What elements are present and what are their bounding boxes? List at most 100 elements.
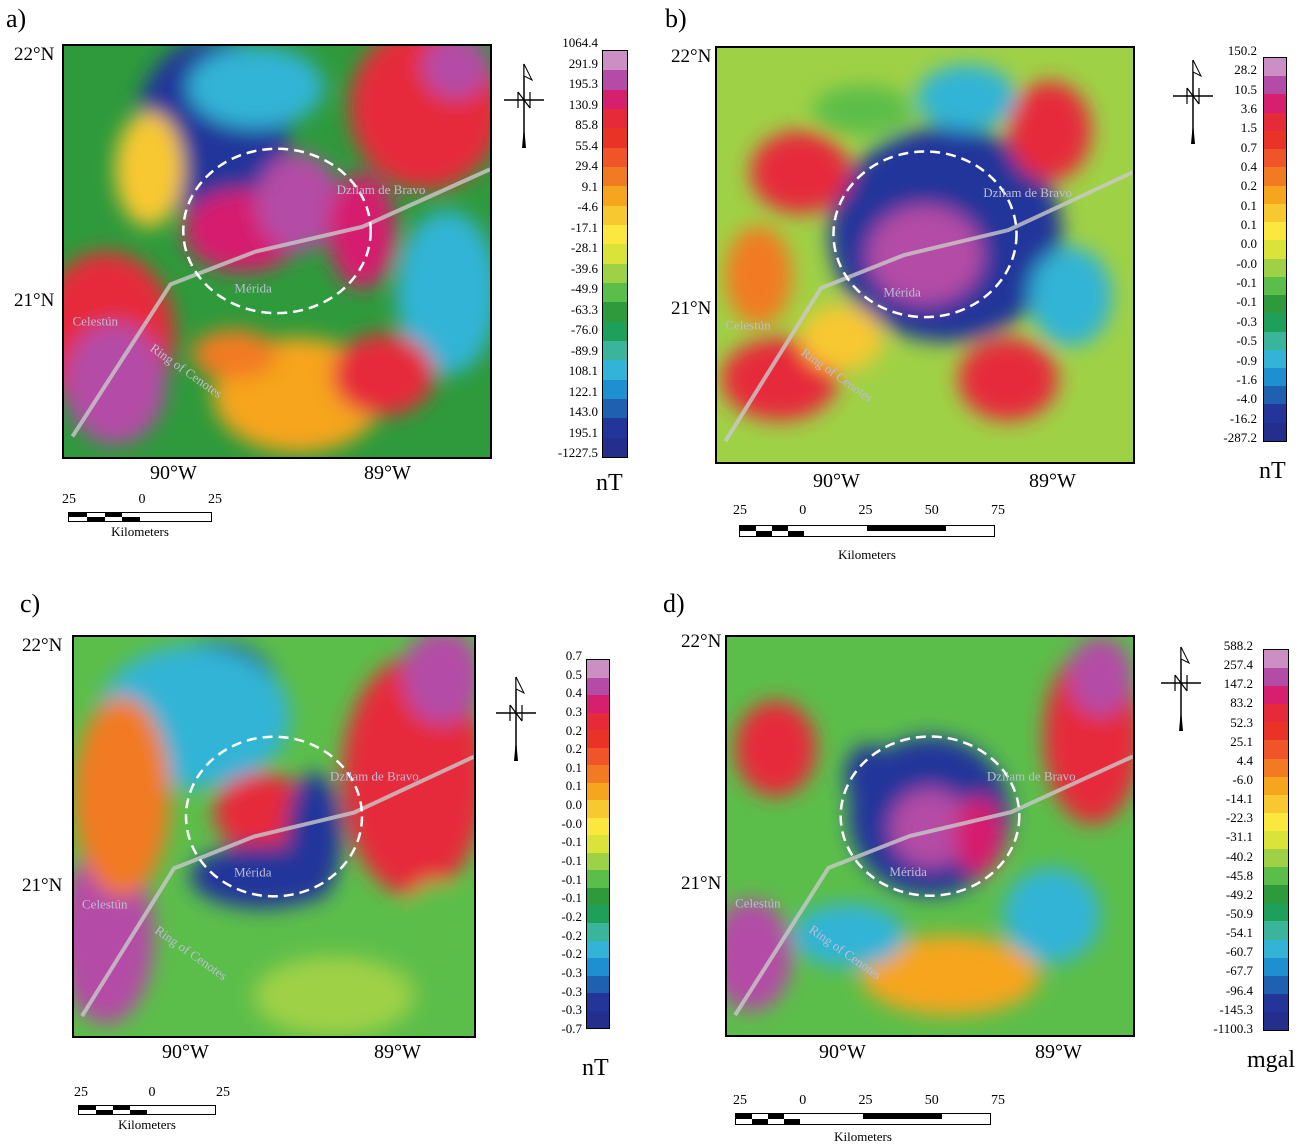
colorbar-swatch xyxy=(1264,404,1286,423)
scale-segment xyxy=(863,1114,943,1119)
colorbar-swatch xyxy=(1264,885,1288,904)
anomaly-region xyxy=(328,173,397,289)
north-arrow-icon xyxy=(1171,52,1215,157)
anomaly-region xyxy=(1068,637,1133,717)
colorbar-swatch xyxy=(587,712,609,731)
colorbar-value: -287.2 xyxy=(1223,429,1257,445)
colorbar xyxy=(586,659,610,1029)
colorbar-value: 1.5 xyxy=(1240,120,1257,136)
colorbar-value: -50.9 xyxy=(1225,905,1253,921)
scale-units: Kilometers xyxy=(834,1129,892,1144)
colorbar-value: 55.4 xyxy=(575,137,598,153)
colorbar-value: 0.1 xyxy=(1240,197,1257,213)
scale-segment xyxy=(104,513,123,517)
lat-label-mid: 21°N xyxy=(681,873,722,894)
road-line xyxy=(80,754,474,1018)
colorbar-swatch xyxy=(1264,349,1286,368)
anomaly-region xyxy=(889,788,971,868)
colorbar-swatch xyxy=(587,765,609,783)
lon-label-left: 90°W xyxy=(813,470,860,492)
unit-label: mgal xyxy=(1247,1047,1295,1073)
colorbar-value: -1100.3 xyxy=(1213,1020,1253,1036)
scale-numbers: 25 0 25 xyxy=(62,492,222,508)
colorbar-value: 0.1 xyxy=(565,759,582,775)
colorbar-value: -39.6 xyxy=(570,260,598,276)
colorbar-value: -16.2 xyxy=(1229,410,1257,426)
panel-b: b) 22°N 21°N Dzilam de Bravo Mérida Celest… xyxy=(653,0,1306,571)
colorbar-value: 130.9 xyxy=(568,96,598,112)
colorbar-swatch xyxy=(603,186,627,206)
colorbar-value: 10.5 xyxy=(1234,81,1257,97)
anomaly-region xyxy=(954,796,1004,876)
colorbar-swatch xyxy=(603,244,627,264)
colorbar-swatch xyxy=(1264,740,1288,759)
anomaly-region xyxy=(844,744,894,809)
scale-segment xyxy=(767,1114,784,1119)
colorbar-value: 0.5 xyxy=(565,666,582,682)
lat-label-top: 22°N xyxy=(22,635,63,656)
scale-segment xyxy=(740,526,756,531)
colorbar-swatch xyxy=(587,993,609,1011)
colorbar-swatch xyxy=(1264,921,1288,940)
colorbar-value: 0.7 xyxy=(1240,139,1257,155)
colorbar-swatch xyxy=(1264,794,1288,813)
place-label: Celestún xyxy=(735,896,781,911)
north-arrow-icon xyxy=(502,56,546,161)
panel-label: d) xyxy=(663,589,685,618)
lon-label-right: 89°W xyxy=(374,1041,421,1063)
colorbar-value: 195.1 xyxy=(568,424,598,440)
colorbar-swatch xyxy=(587,817,609,836)
colorbar-value: -0.2 xyxy=(561,946,582,962)
scale-segment xyxy=(96,1110,113,1114)
colorbar-swatch xyxy=(587,747,609,766)
anomaly-region xyxy=(64,321,167,445)
colorbar-value: -0.1 xyxy=(561,890,582,906)
colorbar-value: -0.3 xyxy=(1236,313,1257,329)
anomaly-region xyxy=(74,696,170,897)
place-label: Celestún xyxy=(73,313,119,328)
colorbar-swatch xyxy=(1264,258,1286,277)
lon-label-right: 89°W xyxy=(364,462,411,484)
colorbar-swatch xyxy=(1264,94,1286,113)
colorbar-value: 83.2 xyxy=(1230,695,1253,711)
map-image: Dzilam de Bravo Mérida Celestún Ring of Cen… xyxy=(715,46,1135,464)
colorbar-value: 588.2 xyxy=(1223,638,1253,653)
colorbar-value: 0.2 xyxy=(1240,178,1257,194)
colorbar-values: 150.2 28.2 10.5 3.6 1.5 0.7 0.4 0.2 0.1 0.1 0.0 -0.… xyxy=(1191,44,1257,444)
colorbar xyxy=(1263,57,1287,442)
colorbar-swatch xyxy=(1264,812,1288,831)
colorbar-swatch xyxy=(1264,776,1288,795)
colorbar-swatch xyxy=(1264,185,1286,204)
colorbar-swatch xyxy=(603,398,627,419)
scale-numbers: 25 0 25 xyxy=(74,1085,230,1101)
colorbar-swatch xyxy=(1264,112,1286,131)
anomaly-region xyxy=(791,903,906,968)
scale-number: 0 xyxy=(799,503,807,518)
anomaly-region xyxy=(750,130,851,214)
colorbar-value: -67.7 xyxy=(1225,963,1253,979)
colorbar-value: 3.6 xyxy=(1240,101,1257,117)
colorbar-swatch xyxy=(603,340,627,361)
colorbar-swatch xyxy=(1264,313,1286,332)
colorbar-swatch xyxy=(1264,993,1288,1012)
colorbar-swatch xyxy=(1264,704,1288,723)
colorbar-value: -0.5 xyxy=(1236,333,1257,349)
scale-number: 25 xyxy=(858,1093,873,1108)
colorbar-swatch xyxy=(1264,668,1288,687)
colorbar-value: -6.0 xyxy=(1232,771,1253,787)
colorbar-swatch xyxy=(587,958,609,976)
anomaly-region xyxy=(402,637,474,725)
colorbar-swatch xyxy=(1264,758,1288,777)
anomaly-region xyxy=(958,337,1059,421)
colorbar-value: -0.1 xyxy=(1236,275,1257,291)
colorbar-swatch xyxy=(603,108,627,129)
colorbar-swatch xyxy=(603,263,627,283)
panel-d: d) 22°N 21°N Dzilam de Bravo Mérida Celest… xyxy=(653,571,1306,1144)
colorbar-value: -0.1 xyxy=(561,871,582,887)
scale-segment xyxy=(751,1119,768,1124)
place-label: Mérida xyxy=(883,284,921,299)
scale-segment xyxy=(755,531,772,536)
colorbar-value: -0.7 xyxy=(561,1020,582,1036)
anomaly-region xyxy=(421,46,490,100)
colorbar-value: 0.2 xyxy=(565,741,582,757)
